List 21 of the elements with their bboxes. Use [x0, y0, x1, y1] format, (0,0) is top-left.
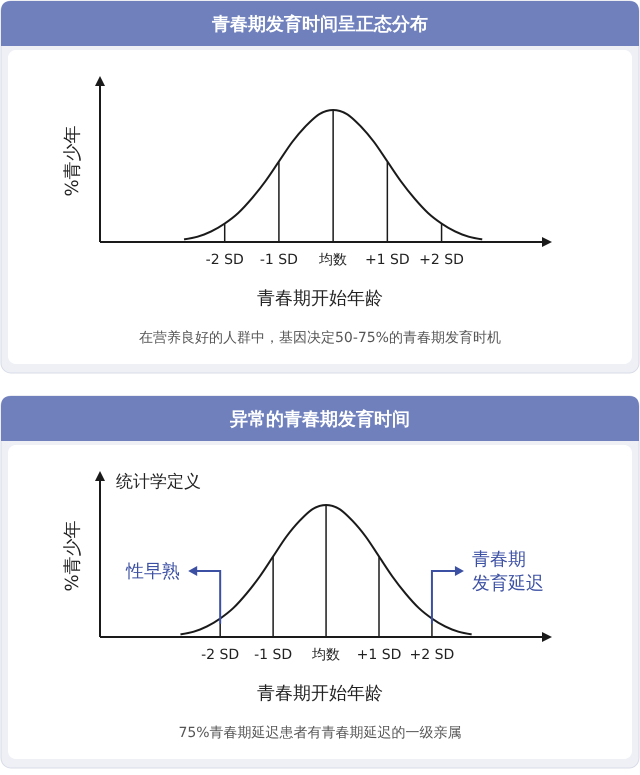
x-tick-label: +2 SD — [419, 252, 464, 268]
x-tick-label: -1 SD — [254, 647, 292, 663]
x-tick-label: +2 SD — [410, 647, 454, 663]
x-tick-label: 均数 — [311, 647, 340, 663]
y-axis-title: %青少年 — [62, 125, 83, 197]
text: 统计学定义 — [116, 472, 201, 492]
x-tick-label: -2 SD — [206, 252, 244, 268]
annotation: 性早熟 — [125, 561, 180, 582]
chart-title: 异常的青春期发育时间 — [229, 408, 410, 430]
x-axis-title: 青春期开始年龄 — [257, 683, 383, 704]
x-axis-title: 青春期开始年龄 — [257, 288, 383, 309]
text: 75%青春期延迟患者有青春期延迟的一级亲属 — [178, 725, 462, 741]
chart-title: 青春期发育时间呈正态分布 — [211, 13, 428, 35]
x-tick-label: +1 SD — [364, 252, 410, 268]
text: 在营养良好的人群中，基因决定50-75%的青春期发育时机 — [139, 329, 501, 346]
x-tick-label: 均数 — [318, 252, 348, 268]
x-tick-label: -1 SD — [260, 252, 298, 268]
x-tick-label: +1 SD — [356, 647, 402, 663]
annotation: 青春期发育延迟 — [472, 549, 544, 594]
x-tick-label: -2 SD — [201, 647, 240, 663]
y-axis-title: %青少年 — [62, 520, 83, 592]
